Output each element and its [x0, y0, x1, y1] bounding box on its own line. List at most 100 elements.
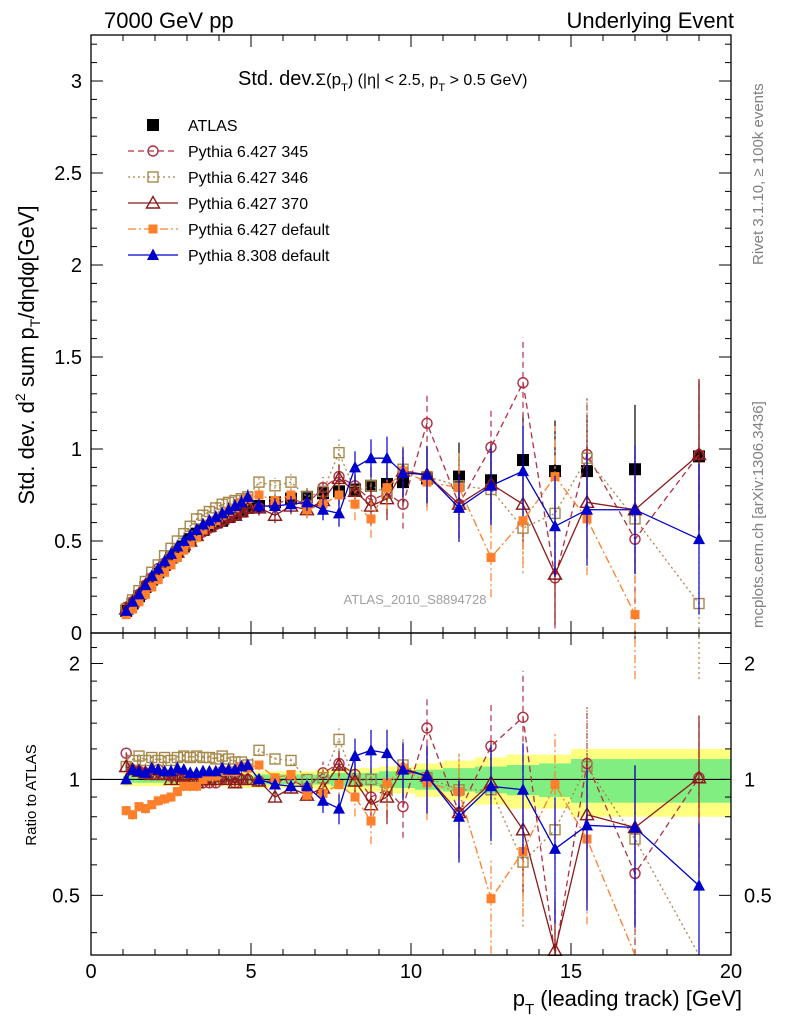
- ratio-point: [517, 783, 529, 795]
- ratio-point: [269, 778, 281, 790]
- ratio-point: [381, 746, 393, 759]
- data-point: [235, 495, 248, 508]
- analysis-watermark: ATLAS_2010_S8894728: [344, 592, 487, 607]
- xlabel-part-b: (leading track) [GeV]: [534, 986, 742, 1011]
- xlabel-part-a: p: [513, 986, 525, 1011]
- legend-label: Pythia 6.427 346: [188, 170, 308, 187]
- ratio-point: [178, 750, 190, 762]
- data-point: [120, 604, 133, 616]
- data-point: [331, 470, 347, 485]
- data-point: [349, 460, 361, 473]
- ratio-point: [165, 764, 177, 777]
- ratio-point: [347, 773, 363, 787]
- data-point: [171, 540, 184, 552]
- data-point: [253, 499, 265, 512]
- data-point: [693, 532, 705, 545]
- title-sub1: T: [341, 82, 348, 94]
- ratio-point: [549, 842, 561, 854]
- data-point: [209, 510, 222, 523]
- ratio-point: [158, 751, 171, 764]
- ratio-y-tick-label-right: 2: [744, 653, 755, 675]
- data-point: [333, 446, 345, 459]
- ratio-point: [172, 787, 182, 797]
- data-point: [192, 532, 202, 542]
- ratio-point: [192, 781, 202, 791]
- data-point: [267, 507, 283, 521]
- data-point: [285, 497, 297, 510]
- main-series-layer: [118, 337, 707, 679]
- y-tick-label: 1.5: [54, 347, 82, 369]
- ratio-point: [269, 753, 281, 765]
- data-point: [222, 503, 235, 515]
- data-point: [382, 483, 392, 493]
- title-tail: > 0.5 GeV): [445, 72, 527, 89]
- legend-label: Pythia 6.427 default: [188, 222, 330, 239]
- legend-marker: [147, 171, 159, 183]
- data-point: [216, 506, 229, 519]
- legend-item: Pythia 8.308 default: [128, 248, 330, 265]
- data-point: [517, 377, 529, 389]
- ratio-point: [285, 779, 297, 792]
- y-tick-label: 3: [71, 71, 82, 93]
- data-point: [140, 589, 150, 599]
- ratio-y-tick-label-right: 0.5: [744, 885, 772, 907]
- ratio-point: [216, 750, 228, 762]
- ratio-y-tick-label: 2: [69, 653, 80, 675]
- y-tick-label: 0: [71, 623, 82, 645]
- ylabel-main: Std. dev. d2 sum pT/dηdφ[GeV]: [12, 205, 43, 504]
- ratio-point: [240, 771, 256, 786]
- title-sub2: T: [438, 82, 445, 94]
- xlabel-part-sub: T: [525, 1001, 534, 1018]
- ratio-point: [210, 753, 222, 765]
- data-point: [269, 480, 281, 492]
- ylabel-part-sup: 2: [12, 393, 28, 401]
- ratio-point: [197, 751, 209, 764]
- ratio-point: [270, 773, 280, 783]
- legend-label: Pythia 6.427 345: [188, 144, 308, 161]
- ratio-point: [517, 711, 529, 723]
- ratio-point: [241, 758, 254, 771]
- data-point: [363, 498, 379, 512]
- legend-marker: [147, 145, 159, 157]
- data-point: [145, 569, 158, 581]
- data-point: [286, 490, 296, 500]
- data-point: [518, 516, 528, 526]
- ratio-point: [334, 780, 344, 790]
- ratio-point: [134, 802, 144, 812]
- ratio-point: [333, 733, 345, 746]
- data-point: [317, 503, 329, 515]
- ratio-point: [350, 792, 360, 802]
- data-point: [365, 451, 377, 464]
- data-point: [203, 514, 216, 526]
- data-point: [381, 451, 393, 464]
- ylabel-part-c: /dηdφ[GeV]: [14, 205, 39, 318]
- ratio-series-pythia-6-427-346: [120, 710, 700, 956]
- ratio-point: [331, 757, 347, 771]
- ratio-point: [254, 760, 264, 770]
- data-point: [453, 501, 465, 513]
- legend-item: Pythia 6.427 346: [128, 170, 308, 187]
- legend: ATLAS Pythia 6.427 345 Pythia 6.427 346 Pyt…: [128, 118, 330, 265]
- data-point: [177, 534, 190, 546]
- ratio-point: [286, 769, 296, 779]
- ylabel-ratio: Ratio to ATLAS: [23, 744, 40, 845]
- data-point: [486, 553, 496, 563]
- ylabel-part-a: Std. dev. d: [14, 401, 39, 505]
- data-point: [128, 604, 138, 614]
- data-point: [139, 578, 152, 591]
- ratio-point: [397, 800, 409, 813]
- series-line: [125, 457, 700, 612]
- ratio-point: [485, 779, 497, 792]
- ratio-point: [349, 749, 361, 762]
- ratio-point: [365, 743, 377, 756]
- ratio-series-layer: [118, 670, 707, 956]
- ylabel-part-b: sum p: [14, 327, 39, 393]
- ratio-point: [198, 774, 208, 784]
- data-point: [229, 499, 241, 512]
- legend-item: ATLAS: [147, 118, 238, 135]
- ratio-point: [160, 794, 170, 804]
- data-point: [549, 519, 561, 532]
- ratio-point: [253, 772, 265, 785]
- ratio-point: [550, 780, 560, 790]
- legend-marker: [147, 248, 159, 260]
